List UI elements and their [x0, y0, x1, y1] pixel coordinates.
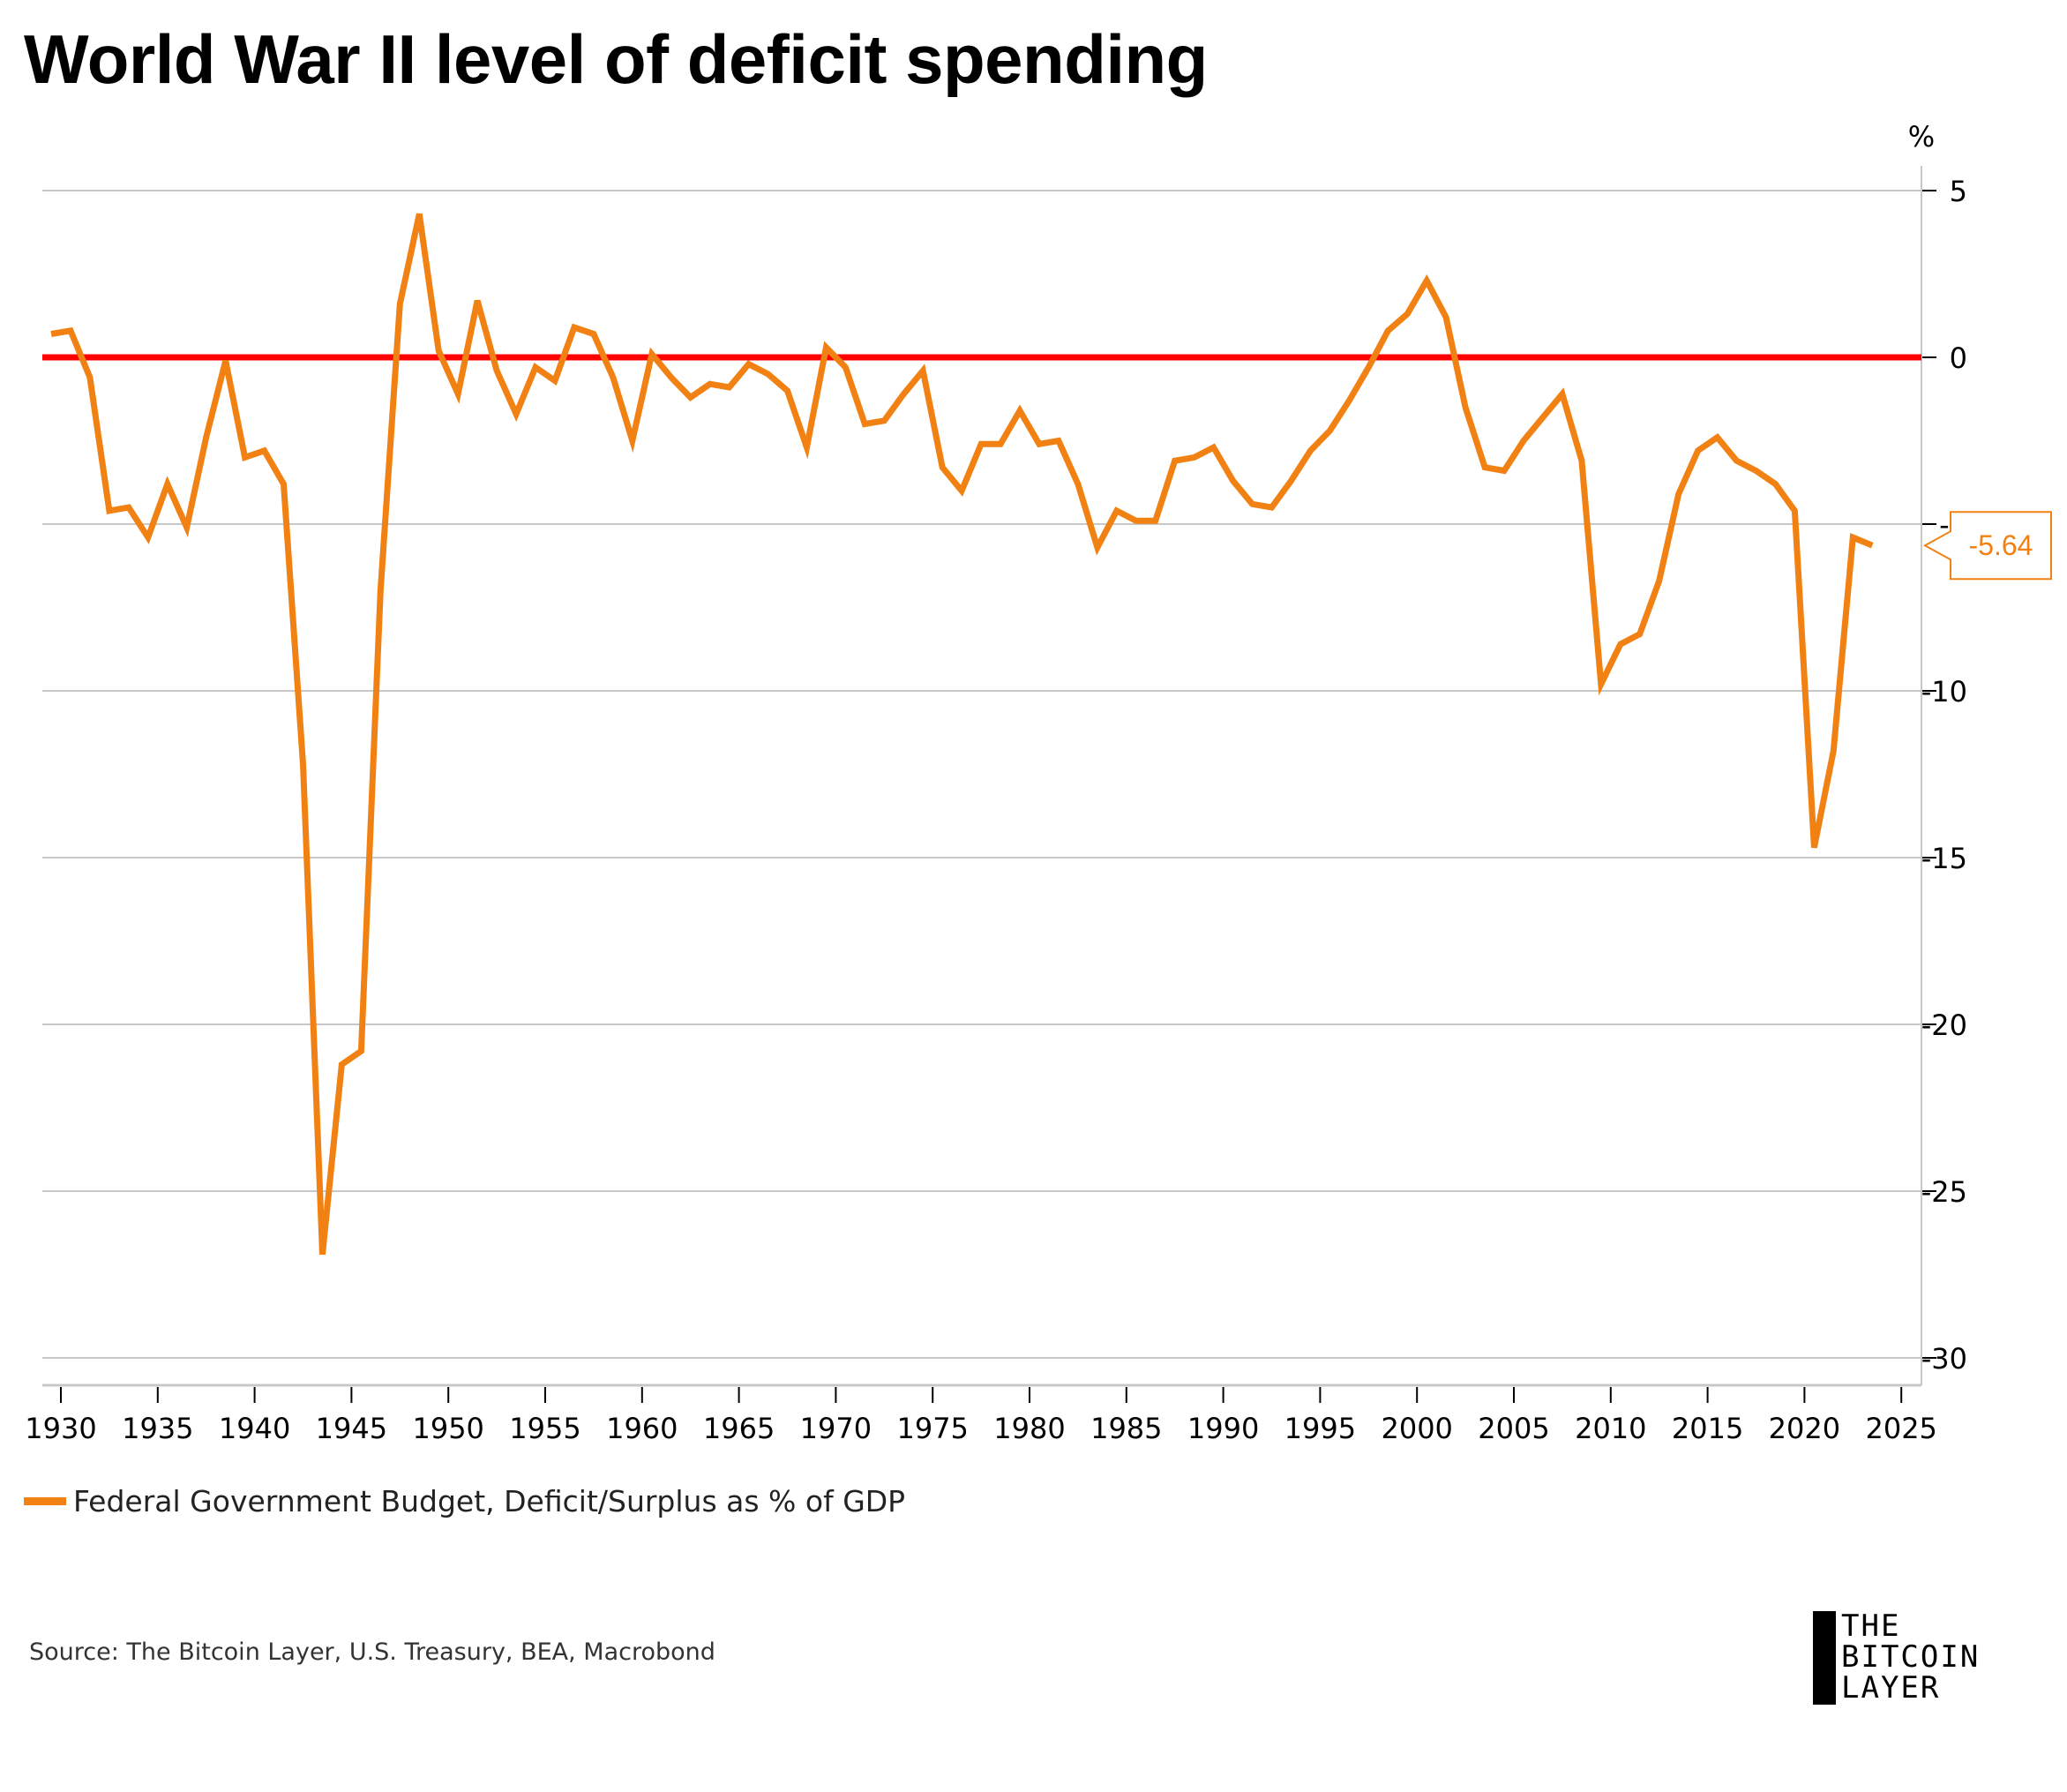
source-note: Source: The Bitcoin Layer, U.S. Treasury… [29, 1638, 715, 1666]
y-tick-label: -25 [1921, 1175, 1967, 1209]
x-tick-label: 1970 [800, 1412, 872, 1445]
logo-bar [1813, 1611, 1836, 1705]
last-value-callout: -5.64 [1922, 511, 2052, 581]
x-tick-label: 1995 [1284, 1412, 1356, 1445]
legend: Federal Government Budget, Deficit/Surpl… [24, 1484, 905, 1518]
x-tick-label: 1940 [219, 1412, 290, 1445]
bitcoin-layer-logo: THE BITCOIN LAYER [1813, 1611, 1980, 1705]
x-tick-label: 2005 [1478, 1412, 1549, 1445]
x-tick-label: 2025 [1865, 1412, 1936, 1445]
x-tick-label: 1965 [703, 1412, 775, 1445]
logo-line: LAYER [1841, 1670, 1941, 1706]
x-tick-label: 1960 [606, 1412, 678, 1445]
x-tick-label: 2015 [1672, 1412, 1743, 1445]
x-tick-label: 2010 [1575, 1412, 1646, 1445]
x-tick-label: 1950 [412, 1412, 483, 1445]
x-tick-label: 1955 [509, 1412, 580, 1445]
legend-swatch [24, 1497, 66, 1505]
y-tick-label: -30 [1921, 1342, 1967, 1376]
y-axis-unit-label: % [1908, 120, 1935, 154]
x-tick-label: 2020 [1769, 1412, 1840, 1445]
y-tick-label: 5 [1950, 175, 1967, 208]
y-tick-label: -20 [1921, 1008, 1967, 1042]
last-value-label: -5.64 [1969, 529, 2033, 561]
y-tick-label: -10 [1921, 675, 1967, 709]
logo-line: THE [1841, 1608, 1901, 1644]
legend-label: Federal Government Budget, Deficit/Surpl… [73, 1484, 906, 1518]
x-tick-label: 1930 [25, 1412, 96, 1445]
x-tick-label: 1935 [122, 1412, 193, 1445]
x-tick-label: 1980 [993, 1412, 1065, 1445]
x-tick-label: 1975 [896, 1412, 968, 1445]
x-tick-label: 1945 [316, 1412, 387, 1445]
chart-title: World War II level of deficit spending [24, 20, 1208, 98]
x-tick-label: 1985 [1090, 1412, 1162, 1445]
series-line [50, 213, 1874, 1256]
x-tick-label: 2000 [1381, 1412, 1452, 1445]
y-tick-label: -15 [1921, 842, 1967, 875]
y-tick-label: 0 [1950, 341, 1967, 375]
logo-line: BITCOIN [1841, 1639, 1981, 1675]
x-tick-label: 1990 [1187, 1412, 1259, 1445]
